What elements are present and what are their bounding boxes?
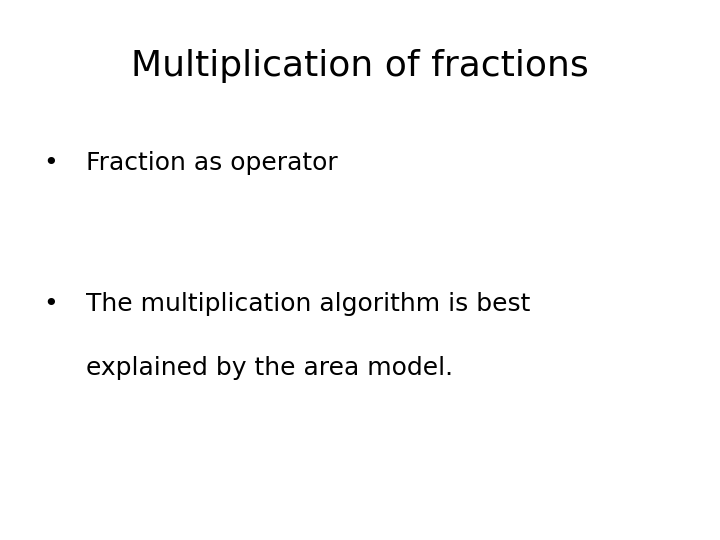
Text: Multiplication of fractions: Multiplication of fractions [131,49,589,83]
Text: Fraction as operator: Fraction as operator [86,151,338,175]
Text: explained by the area model.: explained by the area model. [86,356,454,380]
Text: The multiplication algorithm is best: The multiplication algorithm is best [86,292,531,315]
Text: •: • [43,292,58,315]
Text: •: • [43,151,58,175]
